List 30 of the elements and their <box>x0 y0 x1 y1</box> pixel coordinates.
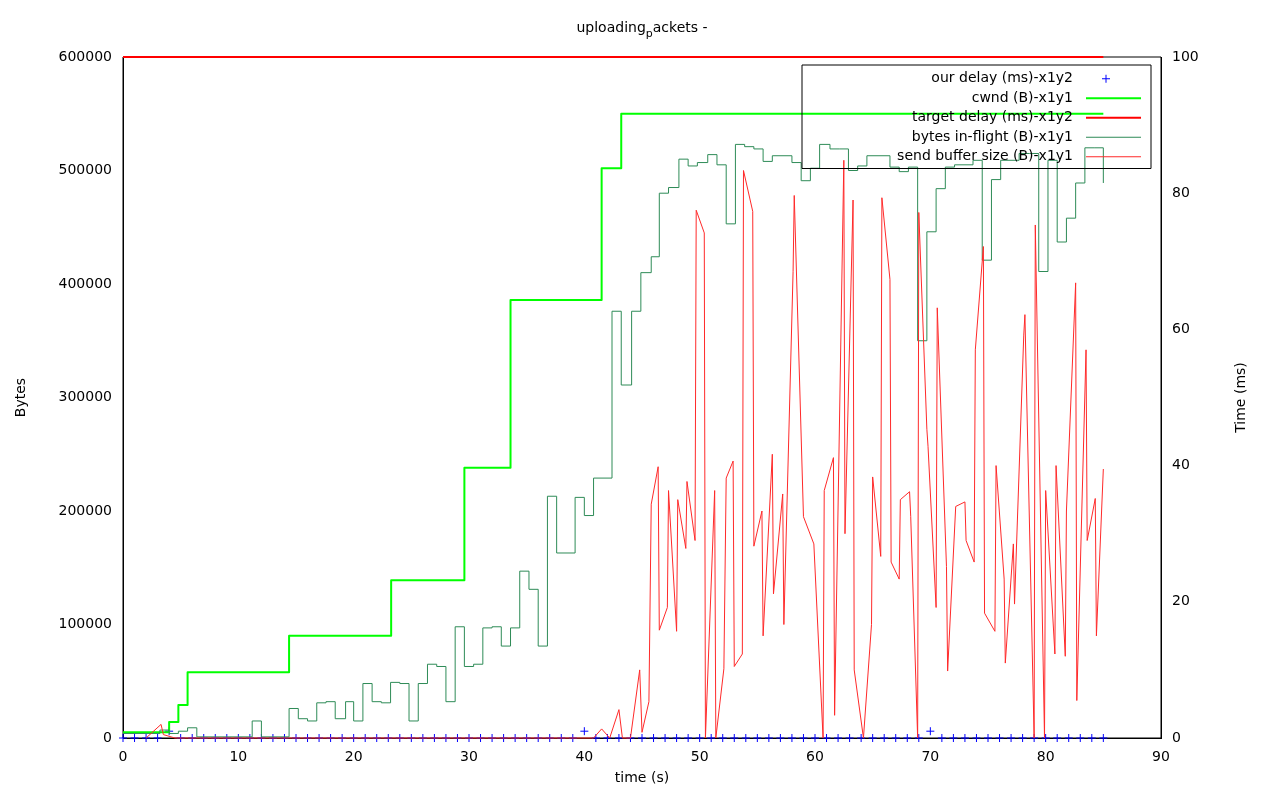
legend-label: our delay (ms)-x1y2 <box>931 69 1073 86</box>
x-tick-label: 60 <box>806 748 824 765</box>
legend-label: cwnd (B)-x1y1 <box>971 88 1074 105</box>
y-tick-label: 100000 <box>58 615 112 632</box>
x-tick-label: 30 <box>460 748 478 765</box>
y-tick-label: 200000 <box>58 501 112 518</box>
y-axis-title: Bytes <box>11 377 28 418</box>
y2-tick-label: 0 <box>1172 728 1181 745</box>
y-tick-label: 300000 <box>58 388 112 405</box>
x-tick-label: 40 <box>575 748 594 765</box>
y2-axis-title: Time (ms) <box>1231 362 1248 434</box>
legend-label: send buffer size (B)-x1y1 <box>897 147 1073 164</box>
y-tick-label: 600000 <box>58 47 112 64</box>
y2-tick-label: 60 <box>1172 320 1190 337</box>
x-tick-label: 50 <box>690 748 709 765</box>
y-tick-label: 400000 <box>58 274 112 291</box>
y2-tick-label: 40 <box>1172 456 1190 473</box>
y-tick-label: 500000 <box>58 161 112 178</box>
x-tick-label: 0 <box>118 748 128 765</box>
y2-tick-label: 80 <box>1172 183 1190 200</box>
y-tick-label: 0 <box>103 728 112 745</box>
x-tick-label: 90 <box>1152 748 1170 765</box>
x-tick-label: 10 <box>229 748 248 765</box>
x-axis-title: time (s) <box>614 768 670 785</box>
x-tick-label: 80 <box>1036 748 1055 765</box>
x-tick-label: 70 <box>921 748 940 765</box>
legend-label: bytes in-flight (B)-x1y1 <box>911 127 1074 144</box>
y2-tick-label: 20 <box>1172 592 1190 609</box>
x-tick-label: 20 <box>344 748 363 765</box>
y2-tick-label: 100 <box>1172 47 1199 64</box>
